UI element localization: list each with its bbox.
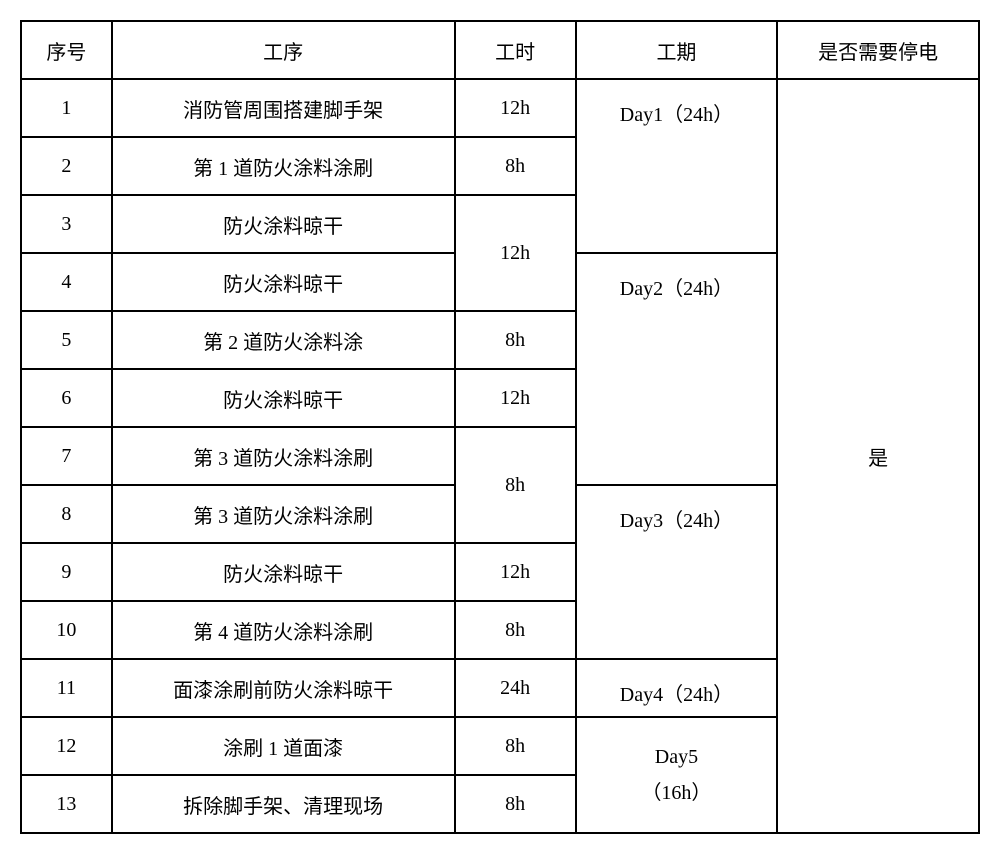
cell-period-day4: Day4（24h） <box>576 659 778 717</box>
cell-num: 5 <box>21 311 112 369</box>
cell-proc: 防火涂料晾干 <box>112 369 455 427</box>
cell-hours: 8h <box>455 601 576 659</box>
cell-num: 8 <box>21 485 112 543</box>
header-num: 序号 <box>21 21 112 79</box>
table-row: 1 消防管周围搭建脚手架 12h Day1（24h） 是 <box>21 79 979 137</box>
cell-num: 13 <box>21 775 112 833</box>
header-proc: 工序 <box>112 21 455 79</box>
header-hours: 工时 <box>455 21 576 79</box>
cell-hours: 8h <box>455 775 576 833</box>
cell-proc: 防火涂料晾干 <box>112 195 455 253</box>
cell-hours-merged-7-8: 8h <box>455 427 576 543</box>
cell-proc: 第 4 道防火涂料涂刷 <box>112 601 455 659</box>
cell-period-day1: Day1（24h） <box>576 79 778 253</box>
cell-num: 9 <box>21 543 112 601</box>
cell-num: 3 <box>21 195 112 253</box>
cell-proc: 涂刷 1 道面漆 <box>112 717 455 775</box>
cell-hours: 8h <box>455 137 576 195</box>
cell-hours: 12h <box>455 543 576 601</box>
cell-num: 10 <box>21 601 112 659</box>
cell-num: 6 <box>21 369 112 427</box>
cell-num: 4 <box>21 253 112 311</box>
cell-hours: 24h <box>455 659 576 717</box>
cell-hours: 8h <box>455 717 576 775</box>
cell-power: 是 <box>777 79 979 833</box>
cell-proc: 拆除脚手架、清理现场 <box>112 775 455 833</box>
header-period: 工期 <box>576 21 778 79</box>
cell-hours: 12h <box>455 369 576 427</box>
cell-hours: 8h <box>455 311 576 369</box>
cell-num: 2 <box>21 137 112 195</box>
cell-proc: 防火涂料晾干 <box>112 543 455 601</box>
cell-num: 7 <box>21 427 112 485</box>
cell-proc: 第 3 道防火涂料涂刷 <box>112 485 455 543</box>
cell-period-day5: Day5 （16h） <box>576 717 778 833</box>
cell-proc: 防火涂料晾干 <box>112 253 455 311</box>
cell-period-day2: Day2（24h） <box>576 253 778 485</box>
cell-num: 11 <box>21 659 112 717</box>
period-day5-line2: （16h） <box>641 782 711 804</box>
cell-num: 12 <box>21 717 112 775</box>
cell-proc: 消防管周围搭建脚手架 <box>112 79 455 137</box>
cell-proc: 第 1 道防火涂料涂刷 <box>112 137 455 195</box>
cell-hours-merged-3-4: 12h <box>455 195 576 311</box>
cell-num: 1 <box>21 79 112 137</box>
cell-proc: 面漆涂刷前防火涂料晾干 <box>112 659 455 717</box>
period-day5-line1: Day5 <box>655 746 698 768</box>
cell-proc: 第 2 道防火涂料涂 <box>112 311 455 369</box>
table-header-row: 序号 工序 工时 工期 是否需要停电 <box>21 21 979 79</box>
schedule-table: 序号 工序 工时 工期 是否需要停电 1 消防管周围搭建脚手架 12h Day1… <box>20 20 980 834</box>
cell-period-day3: Day3（24h） <box>576 485 778 659</box>
cell-hours: 12h <box>455 79 576 137</box>
cell-proc: 第 3 道防火涂料涂刷 <box>112 427 455 485</box>
header-power: 是否需要停电 <box>777 21 979 79</box>
